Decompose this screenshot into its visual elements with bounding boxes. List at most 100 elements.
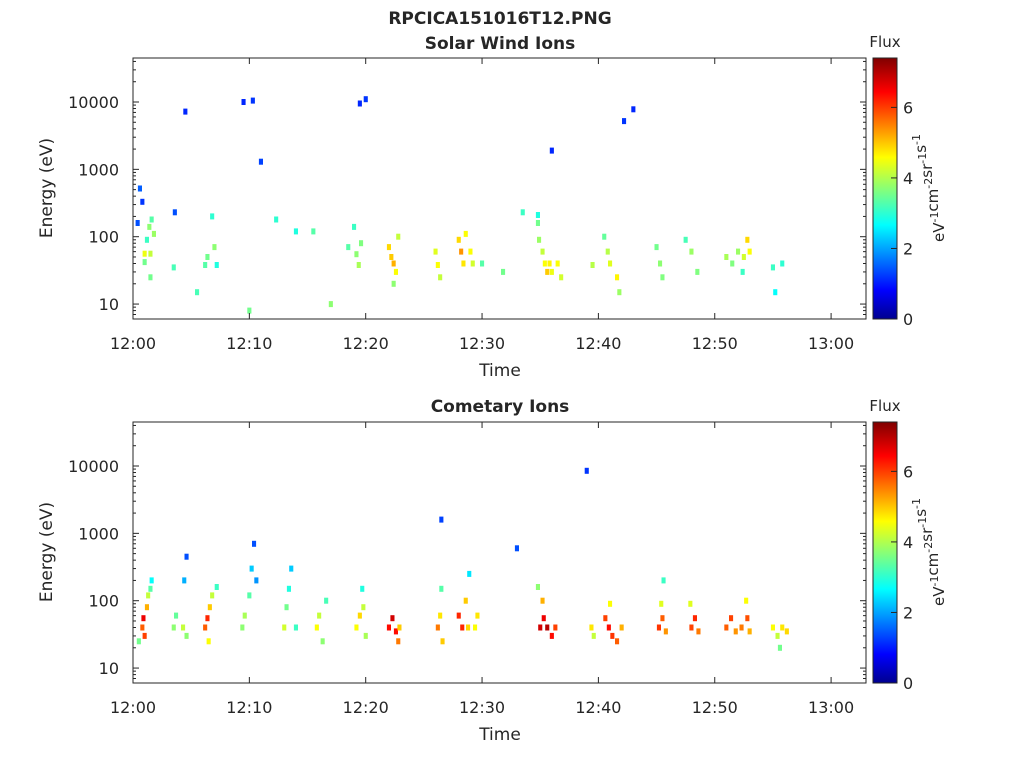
heatmap-cell: [553, 624, 558, 631]
heatmap-cell: [151, 230, 156, 237]
heatmap-cell: [435, 624, 440, 631]
unit-base: cm: [924, 553, 942, 576]
y-tick-label: 1000: [78, 160, 119, 179]
heatmap-cell: [660, 274, 665, 281]
heatmap-cell: [468, 248, 473, 255]
heatmap-cell: [584, 467, 589, 474]
heatmap-cell: [352, 223, 357, 230]
heatmap-cell: [174, 612, 179, 619]
heatmap-cell: [470, 260, 475, 267]
panel-solar-wind: Solar Wind Ions 10 100 1000 10000 12:00 12:1…: [37, 33, 948, 381]
heatmap-cell: [549, 268, 554, 275]
colorbar-tick-label: 0: [903, 310, 913, 329]
heatmap-cell: [328, 301, 333, 308]
x-axis-label: Time: [478, 361, 521, 381]
colorbar-tick-label: 4: [903, 169, 913, 188]
heatmap-cell: [537, 236, 542, 243]
heatmap-cell: [606, 624, 611, 631]
y-tick-label: 100: [88, 592, 119, 611]
heatmap-cell: [605, 248, 610, 255]
plot-frame: [132, 421, 867, 684]
heatmap-cell: [357, 100, 362, 107]
heatmap-cell: [247, 592, 252, 599]
heatmap-cell: [210, 592, 215, 599]
heatmap-cell: [602, 233, 607, 240]
heatmap-cell: [615, 274, 620, 281]
heatmap-cell: [541, 615, 546, 622]
unit-exponent: -1: [910, 498, 923, 509]
x-tick-label: 12:10: [226, 698, 272, 717]
heatmap-cell: [433, 248, 438, 255]
heatmap-cell: [744, 597, 749, 604]
y-tick-label: 100: [88, 228, 119, 247]
colorbar-tick-label: 6: [903, 462, 913, 481]
heatmap-cell: [683, 236, 688, 243]
heatmap-cell: [324, 597, 329, 604]
heatmap-cell: [661, 577, 666, 584]
heatmap-cell: [780, 260, 785, 267]
heatmap-cell: [397, 624, 402, 631]
heatmap-cell: [549, 147, 554, 154]
heatmap-cell: [214, 262, 219, 268]
heatmap-cell: [741, 254, 746, 260]
x-tick-label: 12:30: [459, 334, 505, 353]
heatmap-cell: [589, 624, 594, 631]
heatmap-cell: [689, 624, 694, 631]
heatmap-cell: [274, 216, 279, 223]
heatmap-cell: [203, 262, 208, 268]
heatmap-cell: [696, 628, 701, 635]
heatmap-cell: [784, 628, 789, 635]
heatmap-cell: [393, 628, 398, 635]
heatmap-cell: [136, 638, 141, 645]
heatmap-cell: [212, 244, 217, 251]
heatmap-cell: [545, 624, 550, 631]
heatmap-cell: [284, 604, 289, 611]
x-tick-label: 12:20: [343, 334, 389, 353]
heatmap-cell: [435, 262, 440, 268]
heatmap-cell: [622, 118, 627, 125]
x-tick-label: 13:00: [808, 698, 854, 717]
unit-base: sr: [918, 527, 936, 542]
y-tick-label: 10000: [68, 457, 119, 476]
y-axis: 10 100 1000 10000: [68, 424, 866, 684]
unit-base: eV: [930, 586, 948, 606]
heatmap-cell: [619, 624, 624, 631]
unit-base: s: [912, 509, 930, 517]
heatmap-cell: [780, 624, 785, 631]
heatmap-cell: [724, 624, 729, 631]
heatmap-cell: [440, 638, 445, 645]
heatmap-cell: [289, 565, 294, 572]
heatmap-cell: [311, 228, 316, 235]
heatmap-cell: [171, 624, 176, 631]
heatmap-cell: [386, 244, 391, 251]
heatmap-cell: [363, 632, 368, 639]
heatmap-cell: [736, 248, 741, 255]
heatmap-cell: [242, 612, 247, 619]
heatmap-cell: [658, 260, 663, 267]
heatmap-cell: [286, 585, 291, 592]
heatmap-cell: [615, 638, 620, 645]
heatmap-cell: [346, 244, 351, 251]
heatmap-cell: [140, 624, 145, 631]
y-axis-label: Energy (eV): [37, 502, 57, 602]
heatmap-cell: [181, 624, 186, 631]
heatmap-cell: [183, 108, 188, 115]
heatmap-cell: [654, 244, 659, 251]
unit-exponent: -2: [922, 542, 935, 553]
heatmap-cell: [142, 632, 147, 639]
heatmap-cell: [610, 632, 615, 639]
heatmap-cell: [207, 604, 212, 611]
heatmap-cell: [555, 260, 560, 267]
y-axis-label: Energy (eV): [37, 138, 57, 238]
heatmap-cell: [184, 553, 189, 560]
x-axis-label: Time: [478, 725, 521, 745]
heatmap-cell: [773, 289, 778, 296]
heatmap-cell: [747, 628, 752, 635]
heatmap-cell: [724, 254, 729, 260]
colorbar-gradient: [872, 421, 898, 684]
heatmap-cell: [320, 638, 325, 645]
heatmap-cell: [591, 632, 596, 639]
heatmap-cell: [745, 615, 750, 622]
